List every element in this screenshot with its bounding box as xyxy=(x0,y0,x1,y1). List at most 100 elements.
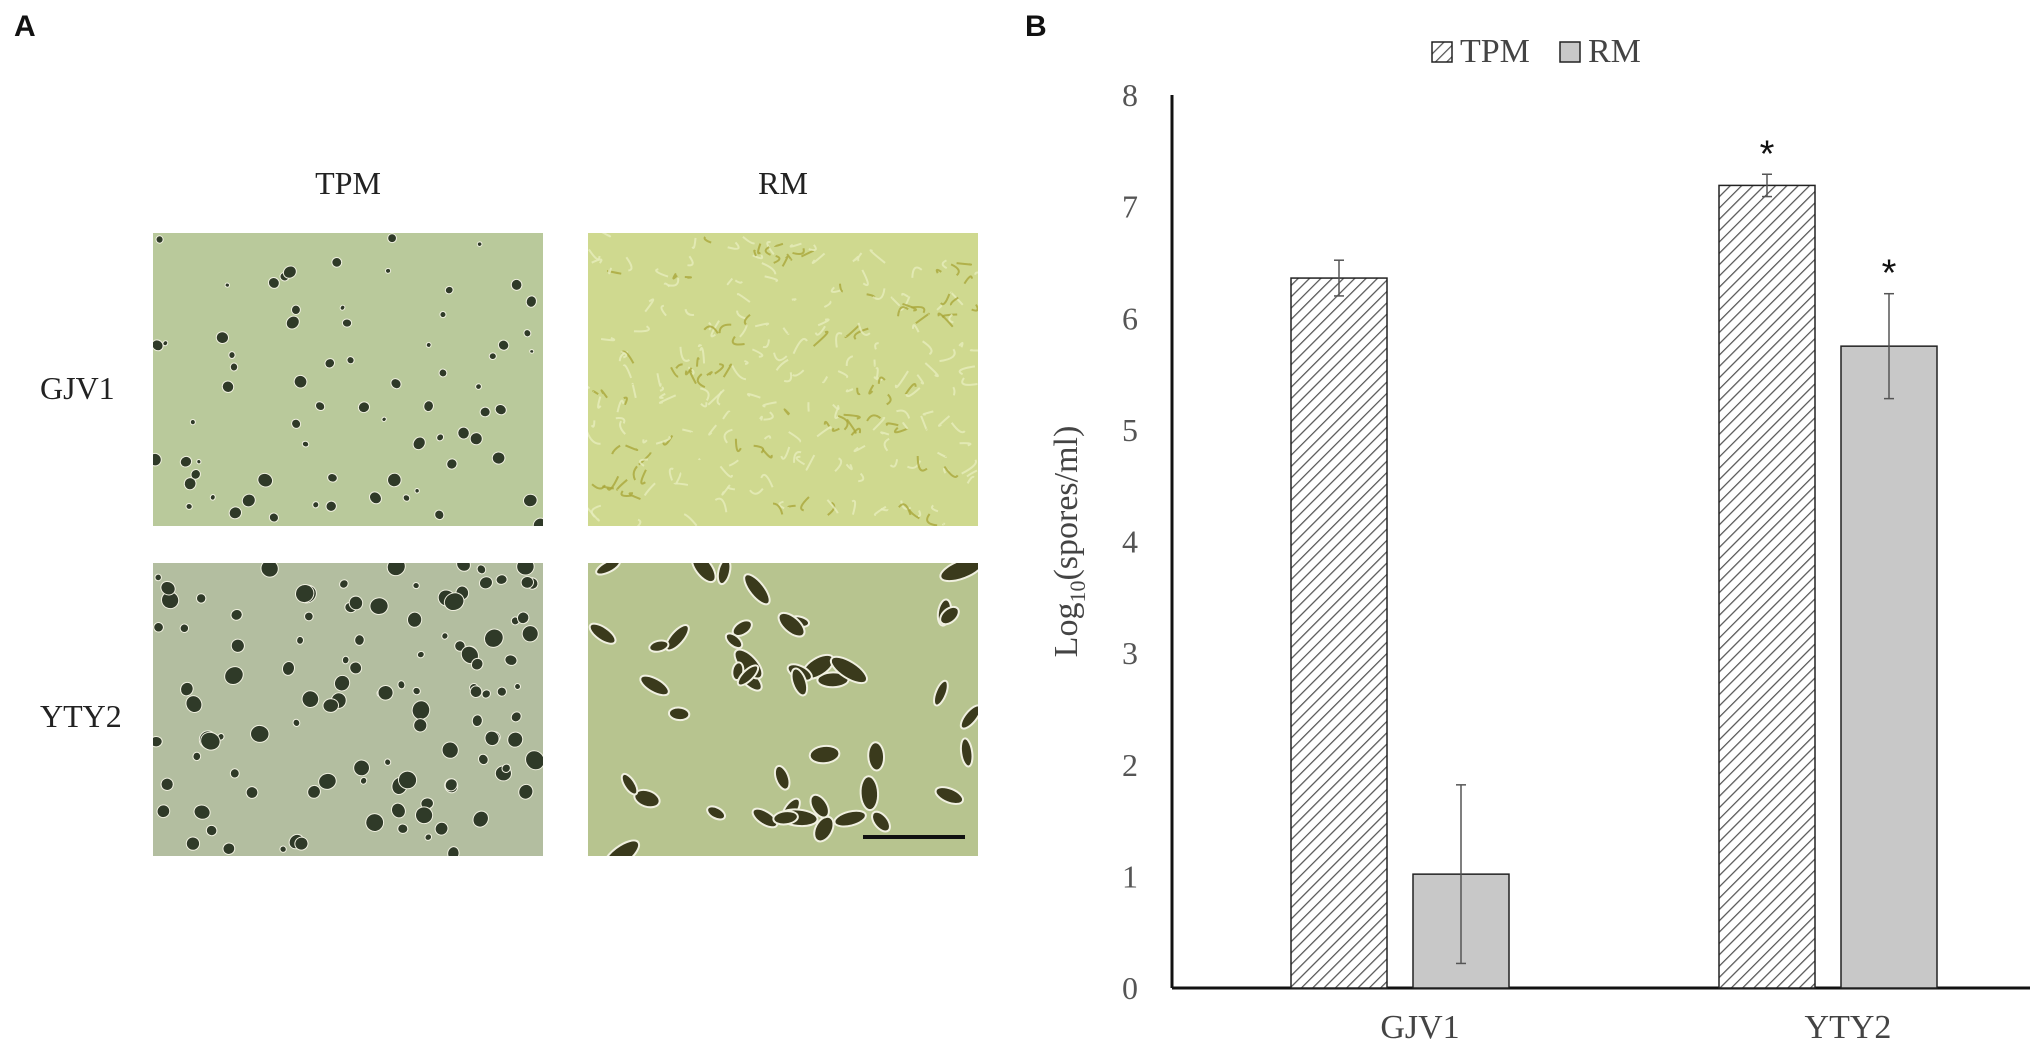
mycelium-strand xyxy=(728,459,739,467)
spore-elongated xyxy=(959,737,974,768)
mycelium-strand xyxy=(948,313,954,324)
mycelium-strand xyxy=(761,448,773,459)
mycelium-strand xyxy=(761,262,777,275)
spore-dot xyxy=(155,235,164,244)
spore-dot xyxy=(205,824,218,837)
mycelium-strand xyxy=(703,236,712,244)
mycelium-strand xyxy=(811,252,826,264)
spore-elongated xyxy=(939,605,960,626)
spore-dot xyxy=(189,418,196,426)
spore-dot xyxy=(391,802,406,819)
y-tick-label: 6 xyxy=(1122,300,1138,336)
spore-dot xyxy=(457,426,470,440)
mycelium-strand xyxy=(852,255,859,263)
spore-elongated xyxy=(667,706,691,722)
mycelium-strand xyxy=(640,469,647,485)
spore-dot xyxy=(438,368,448,378)
spore-dot xyxy=(293,374,308,389)
spore-dot xyxy=(193,804,211,820)
mycelium-strand xyxy=(706,371,713,377)
spore-dot xyxy=(479,406,491,418)
mycelium-strand xyxy=(893,426,908,434)
mycelium-strand xyxy=(592,390,599,396)
spore-dot xyxy=(510,711,522,723)
mycelium-strand xyxy=(853,444,866,453)
spore-dot xyxy=(469,432,483,446)
spore-dot xyxy=(301,440,310,448)
spore-dot xyxy=(153,622,164,633)
mycelium-strand xyxy=(853,327,869,340)
x-tick-label: GJV1 xyxy=(1380,1009,1459,1046)
mycelium-strand xyxy=(727,241,740,250)
spore-dot xyxy=(476,241,483,247)
spore-dot xyxy=(520,576,535,589)
spore-dot xyxy=(282,265,297,279)
significance-marker: * xyxy=(1882,253,1897,295)
spore-dot xyxy=(241,493,256,508)
spore-dot xyxy=(412,436,426,451)
spore-dot xyxy=(154,573,162,582)
mycelium-strand xyxy=(866,414,882,422)
spore-elongated xyxy=(808,744,841,765)
mycelium-strand xyxy=(766,240,775,256)
spore-dot xyxy=(454,640,466,652)
spore-dot xyxy=(501,763,511,773)
mycelium-strand xyxy=(615,417,626,424)
mycelium-strand xyxy=(723,428,733,444)
spore-dot xyxy=(470,657,484,671)
spore-dot xyxy=(523,493,538,508)
spore-dot xyxy=(341,655,350,665)
mycelium-strand xyxy=(739,324,748,338)
mycelium-strand xyxy=(831,427,840,432)
bar-rm-yty2 xyxy=(1840,345,1938,989)
spore-dot xyxy=(414,806,434,825)
mycelium-strand xyxy=(696,357,700,367)
mycelium-strand xyxy=(926,513,938,526)
spore-dot xyxy=(209,494,216,501)
spore-dot xyxy=(312,501,320,509)
mycelium-strand xyxy=(874,342,879,350)
mycelium-strand xyxy=(710,320,720,338)
mycelium-strand xyxy=(917,510,922,518)
spore-dot xyxy=(221,380,235,393)
spore-dot xyxy=(412,582,420,590)
spore-dot xyxy=(301,690,320,709)
spore-elongated xyxy=(588,622,617,645)
column-label-tpm: TPM xyxy=(315,165,381,201)
spore-dot xyxy=(507,731,524,748)
spore-dot xyxy=(497,339,510,351)
spore-dot xyxy=(229,768,240,779)
spore-dot xyxy=(469,685,483,699)
mycelium-strand xyxy=(845,463,853,471)
spore-dot xyxy=(346,356,355,365)
mycelium-strand xyxy=(837,370,849,379)
spore-elongated xyxy=(724,632,744,650)
spore-dot xyxy=(377,684,394,701)
spore-dot xyxy=(279,845,287,853)
spore-dot xyxy=(518,783,534,800)
spore-dot xyxy=(434,509,445,521)
mycelium-strand xyxy=(823,300,832,308)
mycelium-strand xyxy=(850,427,862,436)
micrograph-gjv1-tpm xyxy=(153,233,543,526)
mycelium-strand xyxy=(889,459,899,468)
spore-dot xyxy=(424,833,433,841)
mycelium-strand xyxy=(883,437,890,452)
mycelium-strand xyxy=(897,306,909,317)
mycelium-strand xyxy=(817,318,830,327)
y-tick-label: 8 xyxy=(1122,77,1138,113)
spore-dot xyxy=(386,563,406,577)
mycelium-strand xyxy=(877,376,886,384)
spore-dot xyxy=(307,784,321,799)
mycelium-strand xyxy=(958,341,964,348)
mycelium-strand xyxy=(588,507,600,522)
spore-dot xyxy=(425,341,432,348)
mycelium-strand xyxy=(936,304,943,311)
mycelium-strand xyxy=(782,327,790,335)
spore-dot xyxy=(476,564,487,575)
mycelium-strand xyxy=(778,500,785,510)
spore-dot xyxy=(481,689,491,699)
mycelium-strand xyxy=(971,304,978,312)
mycelium-strand xyxy=(911,266,923,278)
spore-dot xyxy=(397,823,409,834)
